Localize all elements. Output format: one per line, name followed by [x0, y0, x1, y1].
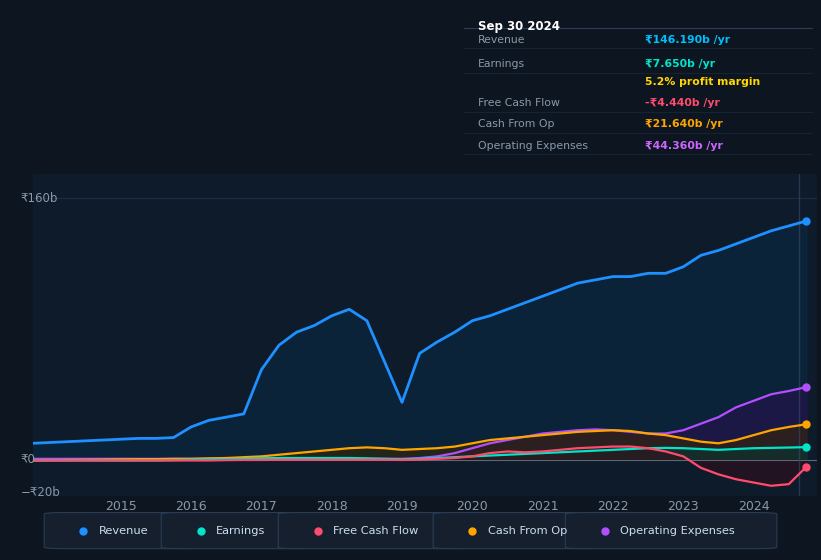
Text: ₹7.650b /yr: ₹7.650b /yr: [645, 59, 715, 69]
Text: Earnings: Earnings: [216, 526, 265, 535]
Text: Cash From Op: Cash From Op: [478, 119, 554, 129]
Text: ₹44.360b /yr: ₹44.360b /yr: [645, 141, 723, 151]
Text: Operating Expenses: Operating Expenses: [620, 526, 735, 535]
Text: -₹4.440b /yr: -₹4.440b /yr: [645, 98, 720, 108]
FancyBboxPatch shape: [433, 512, 599, 549]
FancyBboxPatch shape: [44, 512, 195, 549]
FancyBboxPatch shape: [161, 512, 312, 549]
Text: −₹20b: −₹20b: [21, 486, 60, 499]
FancyBboxPatch shape: [278, 512, 467, 549]
Text: ₹0: ₹0: [21, 453, 35, 466]
Text: Operating Expenses: Operating Expenses: [478, 141, 588, 151]
Text: Free Cash Flow: Free Cash Flow: [333, 526, 418, 535]
Text: Revenue: Revenue: [478, 35, 525, 45]
Text: Sep 30 2024: Sep 30 2024: [478, 21, 560, 34]
Text: ₹21.640b /yr: ₹21.640b /yr: [645, 119, 723, 129]
Text: Revenue: Revenue: [99, 526, 148, 535]
Text: Cash From Op: Cash From Op: [488, 526, 567, 535]
Text: Free Cash Flow: Free Cash Flow: [478, 98, 560, 108]
FancyBboxPatch shape: [566, 512, 777, 549]
Text: Earnings: Earnings: [478, 59, 525, 69]
Text: ₹146.190b /yr: ₹146.190b /yr: [645, 35, 731, 45]
Text: 5.2% profit margin: 5.2% profit margin: [645, 77, 760, 87]
Text: ₹160b: ₹160b: [21, 192, 58, 204]
